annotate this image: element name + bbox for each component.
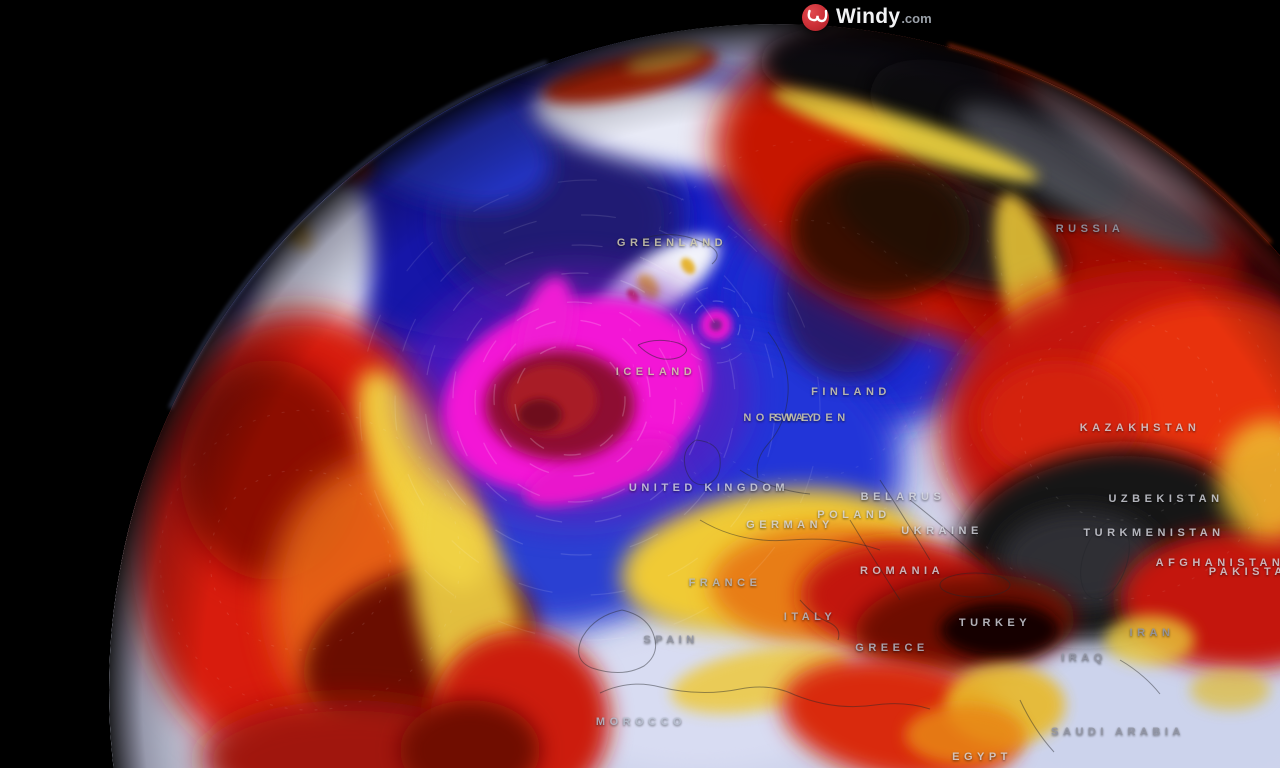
windy-wordmark: Windy .com bbox=[836, 5, 932, 29]
atmosphere-limb bbox=[168, 43, 1273, 409]
brand-name: Windy bbox=[836, 5, 901, 28]
windy-logo[interactable]: Windy .com bbox=[802, 2, 932, 32]
windy-swirl-icon bbox=[802, 3, 829, 31]
brand-tld: .com bbox=[901, 11, 932, 26]
